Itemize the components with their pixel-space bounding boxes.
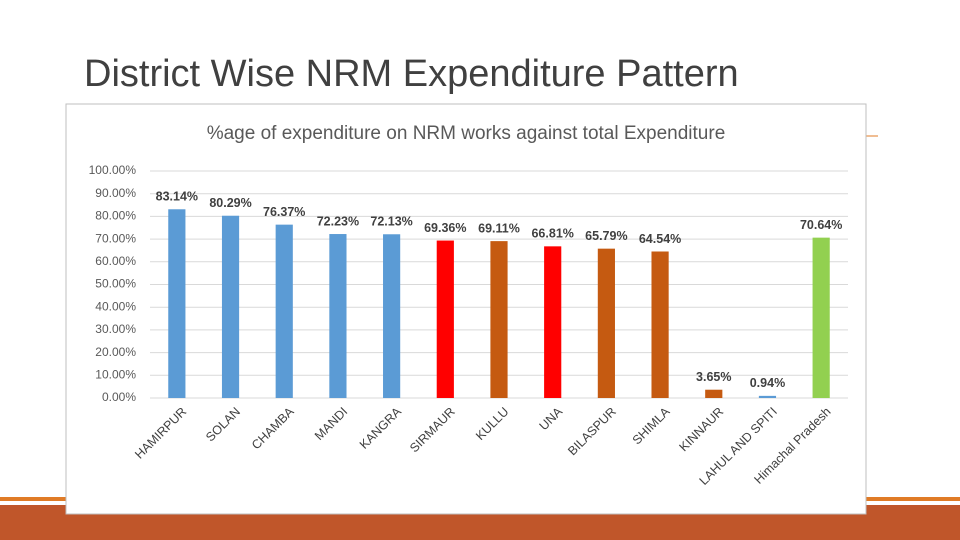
bar [812, 237, 830, 398]
bar [705, 389, 723, 398]
bar [275, 224, 293, 398]
y-tick-label: 30.00% [95, 322, 136, 336]
value-label: 70.64% [800, 218, 842, 232]
value-label: 3.65% [696, 370, 731, 384]
value-label: 64.54% [639, 232, 681, 246]
value-label: 66.81% [531, 227, 573, 241]
y-tick-label: 50.00% [95, 277, 136, 291]
bar [490, 241, 508, 398]
chart-title: %age of expenditure on NRM works against… [207, 123, 726, 144]
y-tick-label: 10.00% [95, 367, 136, 381]
value-label: 72.23% [317, 214, 359, 228]
y-tick-label: 70.00% [95, 231, 136, 245]
bar [651, 251, 669, 398]
y-tick-label: 40.00% [95, 299, 136, 313]
bar [544, 246, 562, 398]
value-label: 65.79% [585, 229, 627, 243]
y-tick-label: 100.00% [89, 163, 137, 177]
y-tick-label: 20.00% [95, 345, 136, 359]
slide-title: District Wise NRM Expenditure Pattern [84, 53, 739, 95]
bar [758, 395, 777, 398]
y-tick-label: 60.00% [95, 254, 136, 268]
chart-frame [65, 103, 867, 515]
y-tick-label: 90.00% [95, 186, 136, 200]
value-label: 76.37% [263, 205, 305, 219]
value-label: 0.94% [750, 376, 785, 390]
bar [168, 209, 186, 398]
value-label: 69.36% [424, 221, 466, 235]
y-tick-label: 80.00% [95, 209, 136, 223]
value-label: 80.29% [209, 196, 251, 210]
value-label: 72.13% [370, 215, 412, 229]
value-label: 69.11% [478, 221, 520, 235]
value-label: 83.14% [156, 190, 198, 204]
bar [436, 240, 454, 398]
bar [329, 234, 347, 398]
bar [221, 215, 240, 398]
bar [383, 234, 401, 398]
y-tick-label: 0.00% [102, 390, 136, 404]
bar [597, 248, 615, 398]
